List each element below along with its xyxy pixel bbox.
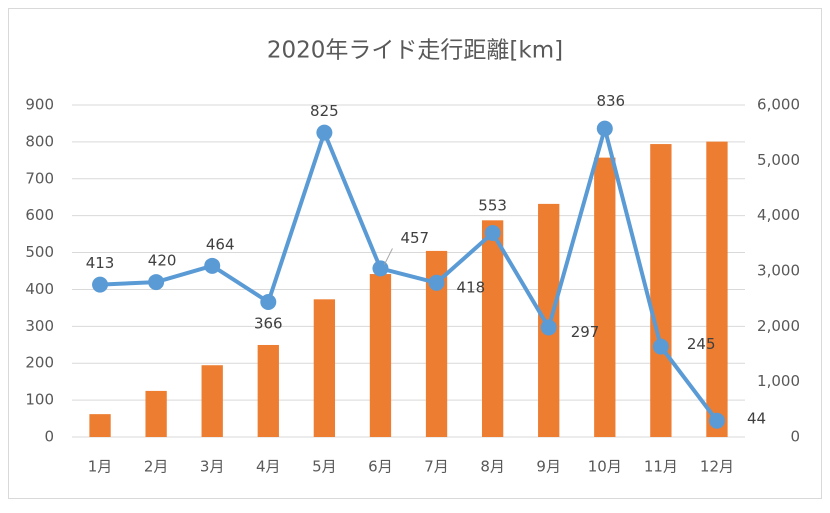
x-tick-label: 2月	[144, 458, 169, 476]
data-label: 836	[596, 92, 625, 110]
line	[99, 126, 719, 422]
line-marker	[372, 260, 389, 277]
bar	[145, 390, 167, 437]
line-marker	[148, 274, 165, 291]
bar	[425, 250, 448, 437]
y-tick-label: 500	[25, 243, 54, 261]
y2-tick-label: 1,000	[757, 372, 800, 390]
x-tick-label: 7月	[424, 458, 449, 476]
x-tick-label: 6月	[368, 458, 393, 476]
x-tick-label: 3月	[200, 458, 225, 476]
y-tick-label: 600	[25, 206, 54, 224]
x-tick-label: 1月	[88, 458, 113, 476]
data-label: 418	[457, 278, 486, 296]
data-label: 245	[687, 335, 716, 353]
data-label: 297	[571, 323, 600, 341]
x-tick-label: 9月	[536, 458, 561, 476]
data-label: 420	[148, 252, 177, 270]
line-marker	[596, 120, 613, 137]
line-marker	[92, 276, 109, 293]
bar	[594, 157, 616, 437]
y-tick-label: 200	[25, 354, 54, 372]
line-marker	[428, 274, 445, 291]
y2-tick-label: 6,000	[757, 96, 800, 114]
line-marker	[484, 225, 501, 242]
leader-line	[384, 248, 393, 265]
data-label: 366	[254, 314, 283, 332]
x-tick-label: 12月	[700, 458, 734, 476]
bar	[706, 141, 728, 437]
chart-title: 2020年ライド走行距離[km]	[267, 38, 563, 64]
chart-frame	[8, 8, 822, 499]
line-marker	[204, 257, 221, 274]
y2-tick-label: 5,000	[757, 151, 800, 169]
line-marker	[652, 338, 669, 355]
data-label: 413	[86, 254, 115, 272]
line-marker	[540, 319, 557, 336]
bar	[89, 414, 111, 437]
x-tick-label: 10月	[588, 458, 622, 476]
bar	[481, 220, 504, 437]
bar	[201, 365, 223, 437]
y-tick-label: 0	[44, 428, 54, 446]
x-tick-label: 8月	[480, 458, 505, 476]
bar	[650, 144, 672, 437]
y2-tick-label: 3,000	[757, 262, 800, 280]
line-marker	[708, 412, 725, 429]
y-tick-label: 700	[25, 169, 54, 187]
data-label: 44	[747, 409, 766, 427]
y2-tick-label: 4,000	[757, 206, 800, 224]
line-marker	[316, 124, 333, 141]
x-tick-label: 11月	[644, 458, 678, 476]
x-tick-label: 4月	[256, 458, 281, 476]
y-tick-label: 800	[25, 132, 54, 150]
data-label: 464	[206, 235, 235, 253]
line-marker	[260, 293, 277, 310]
y-tick-label: 100	[25, 391, 54, 409]
x-tick-label: 5月	[312, 458, 337, 476]
data-label: 553	[478, 197, 507, 215]
y-tick-label: 900	[25, 96, 54, 114]
y-tick-label: 300	[25, 317, 54, 335]
bar	[369, 274, 392, 437]
data-label: 457	[400, 229, 429, 247]
data-label: 825	[310, 102, 339, 120]
y2-tick-label: 2,000	[757, 317, 800, 335]
bar	[313, 299, 336, 437]
y2-tick-label: 0	[790, 428, 800, 446]
bar	[257, 344, 279, 437]
y-tick-label: 400	[25, 280, 54, 298]
